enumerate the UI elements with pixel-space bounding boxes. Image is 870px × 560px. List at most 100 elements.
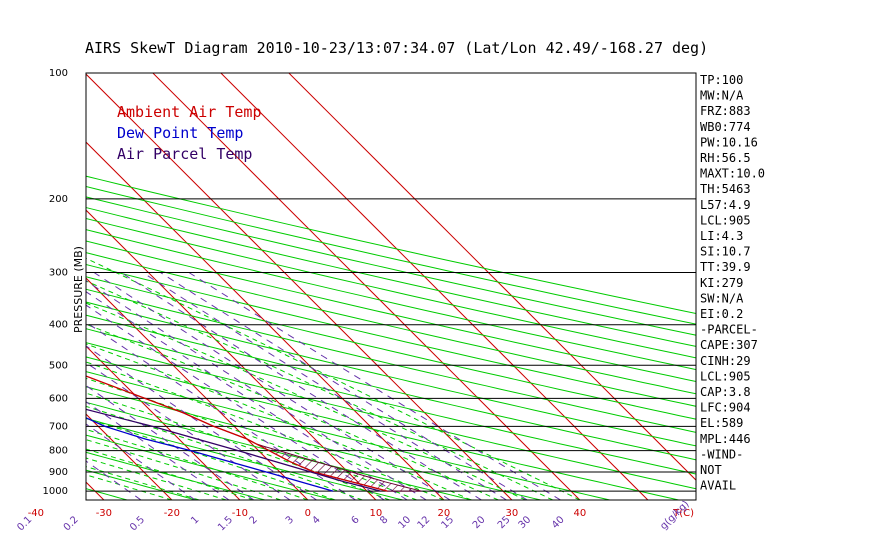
mixing-ratio-tick-label: 0.5	[128, 514, 147, 533]
chart-title: AIRS SkewT Diagram 2010-10-23/13:07:34.0…	[85, 39, 708, 57]
stability-index-item: -PARCEL-	[700, 323, 758, 337]
mixing-ratio-tick-label: 2	[248, 514, 260, 526]
stability-index-item: TP:100	[700, 73, 743, 87]
stability-index-item: TT:39.9	[700, 260, 751, 274]
legend: Ambient Air Temp Dew Point Temp Air Parcel…	[117, 103, 262, 163]
mixing-ratio-line	[0, 273, 28, 501]
mixing-ratio-line	[86, 362, 291, 500]
legend-entry: Ambient Air Temp	[117, 103, 262, 121]
dry-adiabat-line	[86, 175, 696, 314]
isotherm-line	[288, 73, 696, 481]
pressure-tick-label: 300	[49, 268, 68, 279]
dry-adiabat-line	[86, 342, 696, 490]
pressure-tick-label: 500	[49, 360, 68, 371]
mixing-ratio-tick-label: 3	[284, 514, 296, 526]
isotherm-line	[220, 73, 649, 500]
isotherm-line	[86, 345, 241, 500]
pressure-tick-label: 700	[49, 421, 68, 432]
dry-adiabat-line	[0, 73, 58, 500]
stability-index-item: NOT	[700, 463, 722, 477]
background-grid	[0, 73, 696, 501]
profile-series	[86, 375, 388, 492]
bottom-temp-tick-label: 10	[369, 508, 382, 519]
plot-frame	[85, 72, 697, 501]
mixing-ratio-line	[86, 385, 255, 500]
stability-index-item: L57:4.9	[700, 198, 751, 212]
stability-index-item: KI:279	[700, 276, 743, 290]
dew-point-temp-line	[86, 417, 334, 492]
stability-index-item: RH:56.5	[700, 151, 751, 165]
bottom-temp-tick-label: -10	[232, 508, 248, 519]
dry-adiabat-line	[86, 196, 696, 336]
bottom-temp-tick-label: 0	[305, 508, 311, 519]
stability-index-item: WB0:774	[700, 120, 751, 134]
dry-adiabat-line	[86, 207, 696, 347]
bottom-temp-tick-label: 30	[505, 508, 518, 519]
isotherm-line	[152, 73, 581, 500]
moist-adiabat-line	[86, 466, 200, 500]
mixing-ratio-line	[160, 272, 528, 500]
moist-adiabat-line	[86, 343, 472, 500]
dry-adiabat-line	[86, 314, 696, 461]
bottom-temp-tick-label: 20	[437, 508, 450, 519]
stability-index-item: MPL:446	[700, 432, 751, 446]
mixing-ratio-tick-label: 20	[471, 514, 488, 531]
dry-adiabat-line	[86, 217, 696, 359]
mixing-ratio-tick-label: 8	[378, 514, 390, 526]
bottom-temp-tick-label: -40	[28, 508, 44, 519]
mixing-ratio-line	[86, 460, 142, 500]
dry-adiabat-line	[86, 371, 610, 500]
pressure-tick-label: 1000	[43, 486, 68, 497]
dry-adiabat-line	[86, 417, 404, 500]
mixing-ratio-tick-label: 0.2	[62, 514, 81, 533]
moist-adiabat-line	[86, 361, 445, 500]
mixing-ratio-line	[86, 423, 196, 500]
mixing-ratio-tick-label: 30	[517, 514, 534, 531]
stability-index-item: TH:5463	[700, 182, 751, 196]
pressure-tick-label: 600	[49, 393, 68, 404]
mixing-ratio-line	[120, 272, 482, 500]
stability-index-item: CAP:3.8	[700, 385, 751, 399]
mixing-ratio-line	[86, 280, 427, 500]
dry-adiabat-line	[86, 240, 696, 383]
stability-index-item: FRZ:883	[700, 104, 751, 118]
stability-index-item: CAPE:307	[700, 338, 758, 352]
moist-adiabat-line	[86, 323, 499, 500]
pressure-tick-labels: 100 200 300 400 500 600 700 800 900 1000	[43, 68, 68, 497]
pressure-tick-label: 100	[49, 68, 68, 79]
pressure-tick-label: 900	[49, 467, 68, 478]
mixing-ratio-line	[86, 291, 408, 500]
stability-index-item: LCL:905	[700, 213, 751, 227]
pressure-tick-label: 200	[49, 194, 68, 205]
pressure-tick-label: 400	[49, 320, 68, 331]
dry-adiabat-line	[86, 301, 696, 447]
stability-index-item: CINH:29	[700, 354, 751, 368]
stability-index-item: PW:10.16	[700, 135, 758, 149]
stability-index-item: AVAIL	[700, 479, 736, 493]
legend-entry: Dew Point Temp	[117, 124, 243, 142]
stability-index-item: EI:0.2	[700, 307, 743, 321]
mixing-ratio-tick-label: 10	[397, 514, 414, 531]
mixing-ratio-tick-label: 4	[310, 514, 322, 526]
dry-adiabat-line	[86, 469, 197, 500]
stability-index-item: LFC:904	[700, 401, 751, 415]
stability-index-item: MAXT:10.0	[700, 167, 765, 181]
stability-index-item: MW:N/A	[700, 89, 744, 103]
pressure-tick-label: 800	[49, 446, 68, 457]
moist-adiabat-line	[86, 280, 553, 500]
mixing-ratio-line	[188, 272, 561, 500]
isotherm-line	[86, 413, 173, 500]
dry-adiabat-line	[86, 328, 696, 475]
stability-index-item: SI:10.7	[700, 245, 751, 259]
mixing-ratio-line	[93, 272, 451, 500]
moist-adiabat-line	[86, 428, 309, 500]
dry-adiabat-line	[86, 401, 473, 500]
dry-adiabat-line	[86, 264, 696, 407]
dry-adiabat-line	[86, 252, 696, 395]
air-parcel-temp-line	[86, 408, 381, 492]
dry-adiabat-line	[86, 288, 696, 433]
mixing-ratio-line	[86, 401, 230, 500]
